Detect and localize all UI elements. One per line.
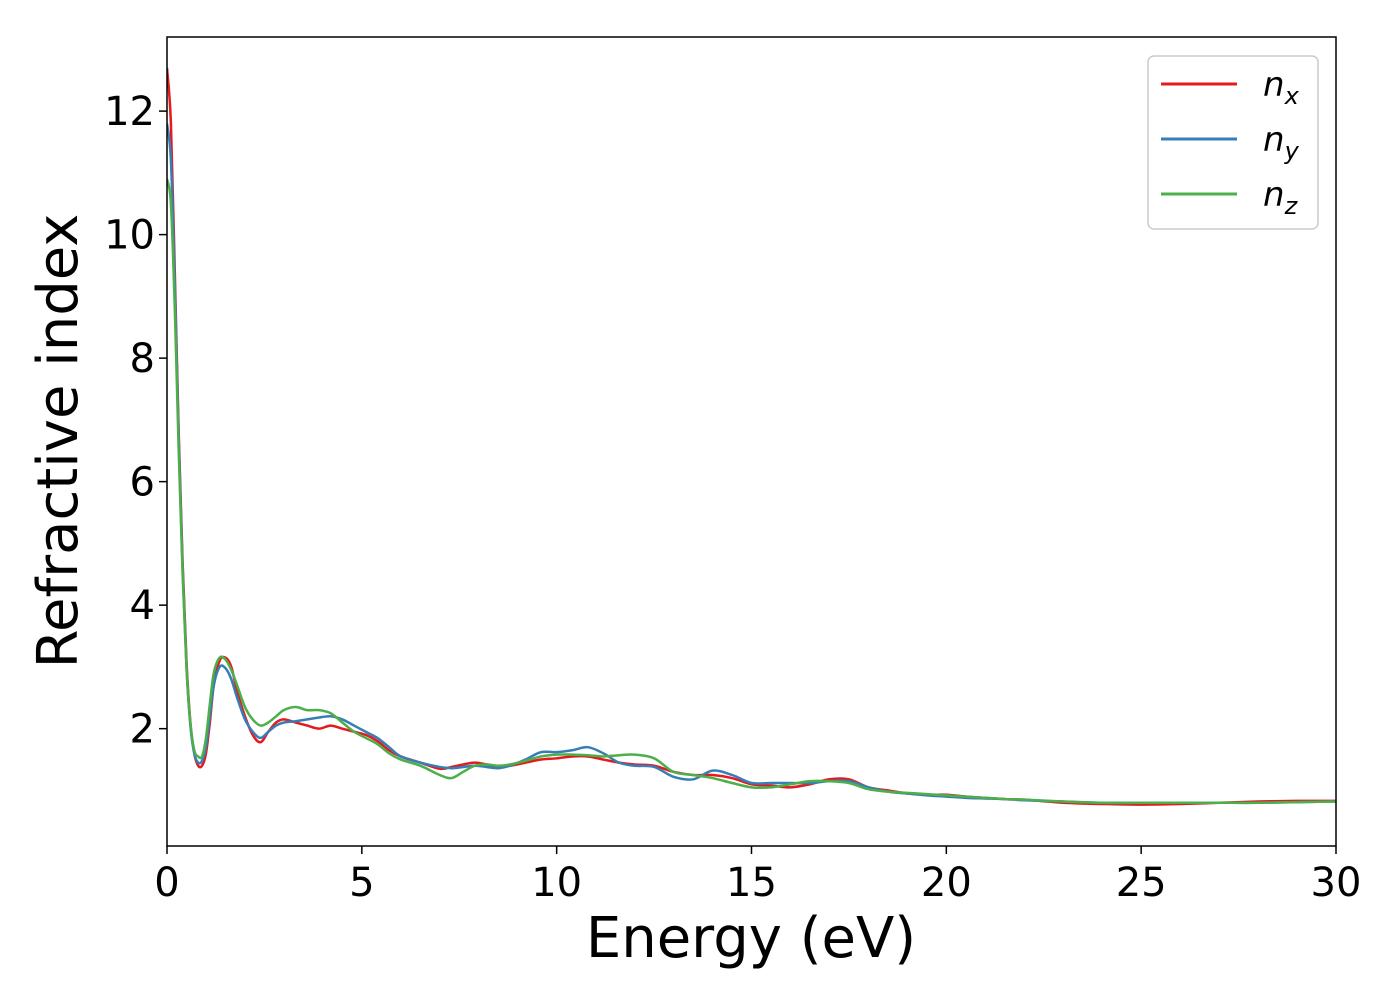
x-tick-label: 25: [1116, 860, 1167, 906]
series-layer: [167, 67, 1336, 806]
y-axis-title: Refractive index: [26, 214, 91, 669]
legend-subscript: y: [1284, 137, 1300, 165]
legend-subscript: x: [1284, 82, 1300, 110]
legend-subscript: z: [1284, 192, 1299, 220]
legend-box: [1147, 55, 1319, 230]
y-tick-label: 4: [130, 583, 155, 629]
y-axis-ticks: 2 4 6 8 10 12: [104, 89, 167, 753]
y-tick-label: 12: [104, 89, 155, 135]
series-line-nz: [167, 178, 1336, 805]
x-tick-label: 0: [154, 860, 179, 906]
y-tick-label: 8: [130, 336, 155, 382]
x-axis-title: Energy (eV): [586, 906, 916, 971]
x-tick-label: 30: [1311, 860, 1362, 906]
y-tick-label: 10: [104, 213, 155, 259]
x-tick-label: 10: [531, 860, 582, 906]
y-tick-label: 6: [130, 460, 155, 506]
y-tick-label: 2: [130, 707, 155, 753]
x-tick-label: 20: [921, 860, 972, 906]
x-tick-label: 15: [726, 860, 777, 906]
x-tick-label: 5: [349, 860, 374, 906]
x-axis-ticks: 0 5 10 15 20 25 30: [154, 846, 1361, 906]
